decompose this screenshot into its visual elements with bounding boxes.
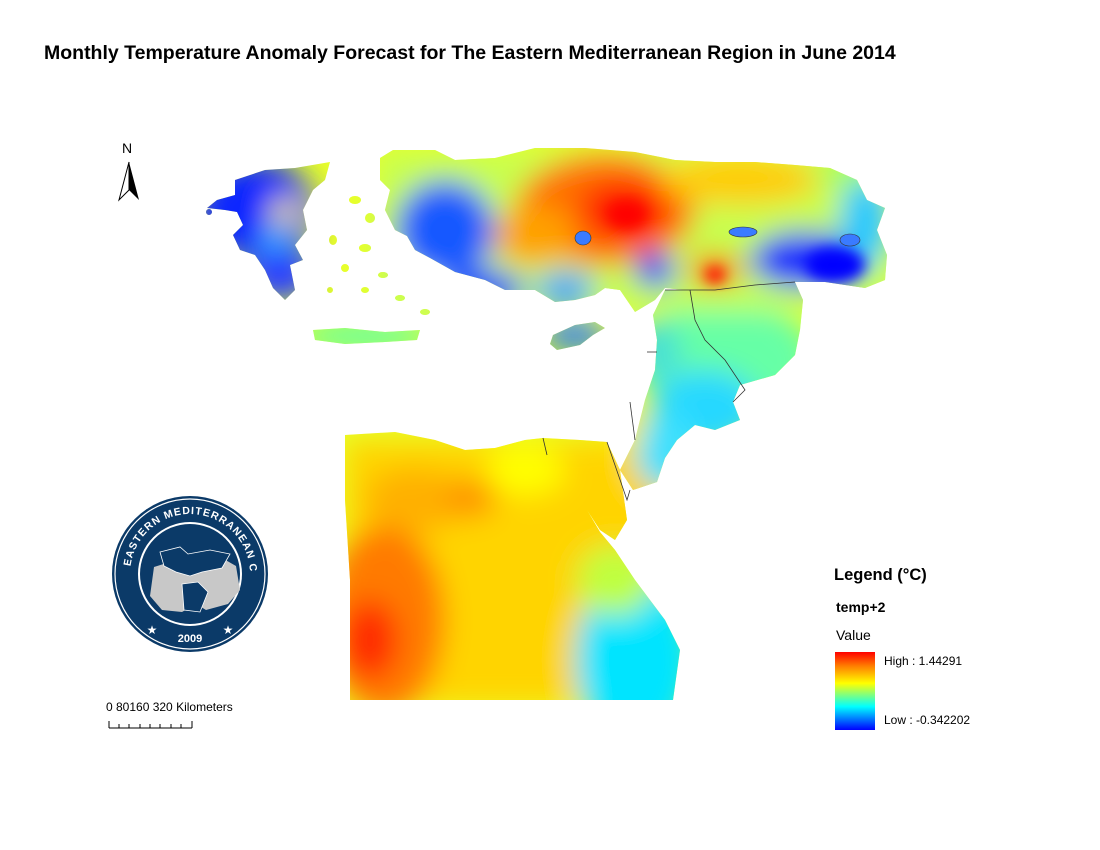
north-letter: N — [122, 140, 133, 156]
logo-year: 2009 — [178, 633, 202, 645]
anomaly-map — [206, 148, 887, 700]
legend: Legend (°C) temp+2 Value High : 1.44291 … — [834, 566, 1054, 736]
north-arrow: N — [112, 140, 146, 204]
star-icon: ★ — [147, 623, 158, 637]
legend-low-label: Low : -0.342202 — [884, 713, 971, 727]
legend-high-label: High : 1.44291 — [884, 654, 963, 668]
emcc-logo: EASTERN MEDITERRANEAN CLIMATE CENTRE 200… — [110, 492, 268, 652]
map-title: Monthly Temperature Anomaly Forecast for… — [44, 42, 896, 64]
scale-bar: 0 80160 320 Kilometers — [106, 700, 306, 734]
legend-color-ramp — [835, 652, 875, 730]
scale-bar-ticks — [108, 721, 193, 729]
legend-field-label: Value — [836, 627, 871, 643]
legend-title: Legend (°C) — [834, 566, 927, 584]
north-arrow-icon — [118, 161, 139, 202]
scale-bar-label: 0 80160 320 Kilometers — [106, 700, 233, 714]
legend-layer-name: temp+2 — [836, 599, 886, 615]
star-icon: ★ — [223, 623, 234, 637]
